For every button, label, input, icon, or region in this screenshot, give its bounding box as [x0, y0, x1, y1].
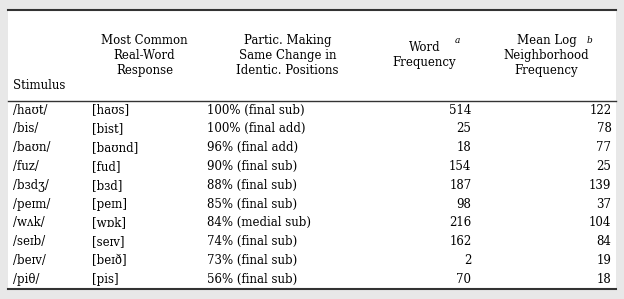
Text: 85% (final sub): 85% (final sub) [207, 198, 298, 210]
Text: 18: 18 [457, 141, 471, 154]
Text: 25: 25 [457, 122, 471, 135]
Text: [wɒk]: [wɒk] [92, 216, 125, 229]
Text: 18: 18 [597, 273, 612, 286]
Text: 78: 78 [597, 122, 612, 135]
Text: Mean Log
Neighborhood
Frequency: Mean Log Neighborhood Frequency [504, 34, 589, 77]
Text: 139: 139 [589, 179, 612, 192]
Text: 73% (final sub): 73% (final sub) [207, 254, 298, 267]
Text: /baʊn/: /baʊn/ [12, 141, 50, 154]
Text: [bist]: [bist] [92, 122, 123, 135]
Text: 56% (final sub): 56% (final sub) [207, 273, 298, 286]
Text: [pis]: [pis] [92, 273, 119, 286]
Text: /beɪv/: /beɪv/ [12, 254, 46, 267]
Text: Most Common
Real-Word
Response: Most Common Real-Word Response [101, 34, 188, 77]
Text: 74% (final sub): 74% (final sub) [207, 235, 298, 248]
Text: /fuz/: /fuz/ [12, 160, 39, 173]
Text: /bɜdʒ/: /bɜdʒ/ [12, 179, 49, 192]
Text: 88% (final sub): 88% (final sub) [207, 179, 298, 192]
Text: [haʊs]: [haʊs] [92, 103, 129, 117]
Text: [seɪv]: [seɪv] [92, 235, 124, 248]
Text: 216: 216 [449, 216, 471, 229]
Text: /peɪm/: /peɪm/ [12, 198, 50, 210]
Text: 70: 70 [456, 273, 471, 286]
Text: 98: 98 [457, 198, 471, 210]
Text: /bis/: /bis/ [12, 122, 38, 135]
Text: 122: 122 [589, 103, 612, 117]
Text: 514: 514 [449, 103, 471, 117]
Text: 90% (final sub): 90% (final sub) [207, 160, 298, 173]
Text: 100% (final add): 100% (final add) [207, 122, 306, 135]
Text: /seɪb/: /seɪb/ [12, 235, 45, 248]
Text: 96% (final add): 96% (final add) [207, 141, 298, 154]
Text: [bɜd]: [bɜd] [92, 179, 122, 192]
Text: /piθ/: /piθ/ [12, 273, 39, 286]
Text: 2: 2 [464, 254, 471, 267]
Text: Partic. Making
Same Change in
Identic. Positions: Partic. Making Same Change in Identic. P… [236, 34, 339, 77]
Text: 154: 154 [449, 160, 471, 173]
Text: a: a [454, 36, 460, 45]
Text: [fud]: [fud] [92, 160, 120, 173]
Text: [baʊnd]: [baʊnd] [92, 141, 138, 154]
Text: 187: 187 [449, 179, 471, 192]
Text: 162: 162 [449, 235, 471, 248]
Text: b: b [587, 36, 593, 45]
Text: /haʊt/: /haʊt/ [12, 103, 47, 117]
Text: Word
Frequency: Word Frequency [393, 42, 456, 69]
Text: 104: 104 [589, 216, 612, 229]
Text: Stimulus: Stimulus [12, 79, 65, 92]
Text: 84% (medial sub): 84% (medial sub) [207, 216, 311, 229]
Text: 19: 19 [597, 254, 612, 267]
Text: 77: 77 [597, 141, 612, 154]
Text: 25: 25 [597, 160, 612, 173]
Text: 84: 84 [597, 235, 612, 248]
Text: 37: 37 [597, 198, 612, 210]
Text: 100% (final sub): 100% (final sub) [207, 103, 305, 117]
Text: [beɪð]: [beɪð] [92, 254, 126, 267]
Text: /wʌk/: /wʌk/ [12, 216, 44, 229]
Text: [peɪn]: [peɪn] [92, 198, 127, 210]
